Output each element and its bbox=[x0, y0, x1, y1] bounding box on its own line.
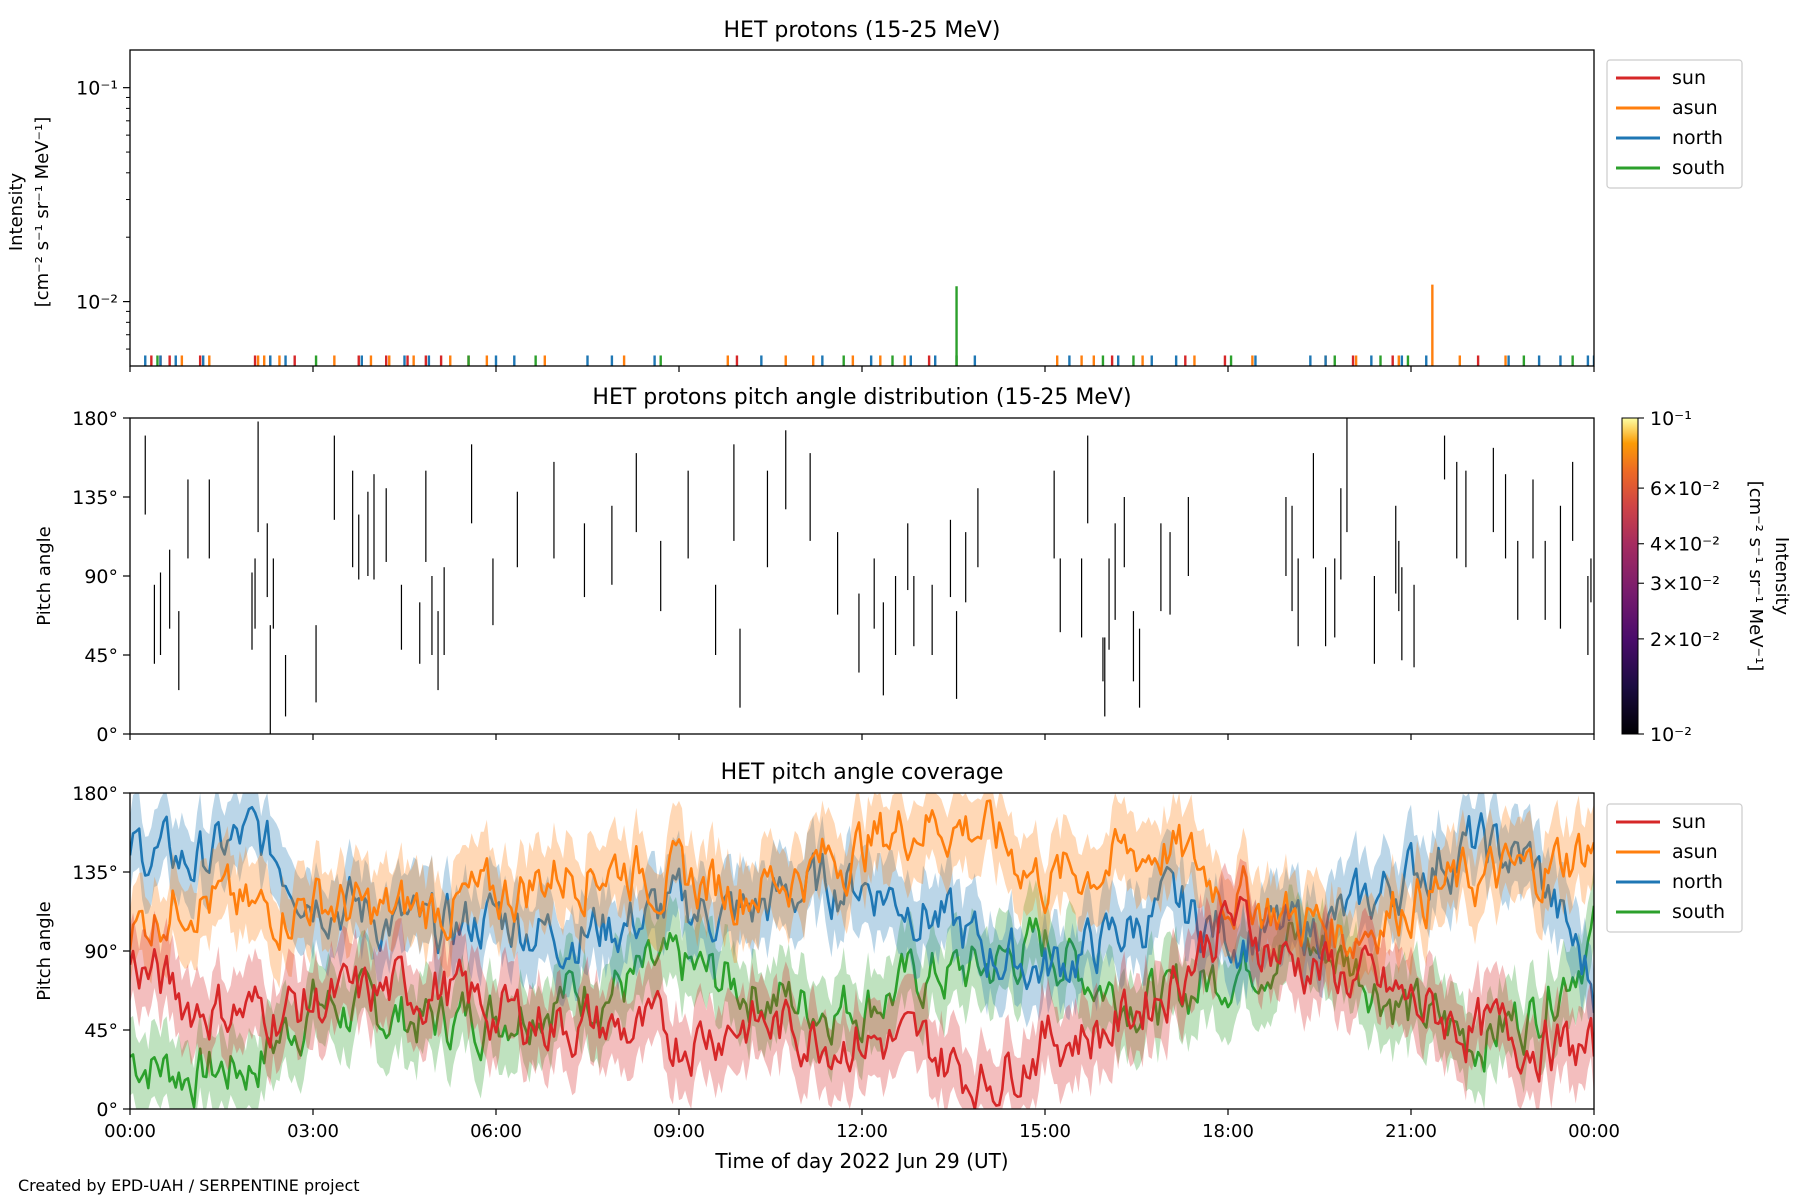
panel-1-ylabel-unit: [cm⁻² s⁻¹ sr⁻¹ MeV⁻¹] bbox=[32, 117, 53, 308]
panel-1-x-axis bbox=[129, 366, 1595, 372]
panel-3-plot-area bbox=[130, 793, 1594, 1109]
panel-2-ylabel: Pitch angle bbox=[34, 526, 55, 625]
x-tick-label: 09:00 bbox=[653, 1121, 705, 1142]
panel-3-y-axis: 0° 45° 90° 135° 180° bbox=[72, 783, 130, 1121]
coverage-band-sun bbox=[130, 858, 1594, 1109]
x-tick-label: 15:00 bbox=[1019, 1121, 1071, 1142]
legend-3-north: north bbox=[1672, 871, 1723, 893]
x-tick-label: 21:00 bbox=[1385, 1121, 1437, 1142]
panel-3-x-axis: 00:00 03:00 06:00 09:00 12:00 15:00 18:00 21:00… bbox=[104, 1109, 1620, 1142]
y-tick-label: 45° bbox=[84, 1020, 118, 1042]
legend-1-north: north bbox=[1672, 127, 1723, 149]
panel-1-plot-area bbox=[144, 284, 1594, 366]
y-tick-label: 0° bbox=[96, 1099, 118, 1121]
y-tick-label: 135° bbox=[72, 487, 118, 509]
y-tick-label: 10⁻² bbox=[76, 292, 118, 314]
legend-3-south: south bbox=[1672, 901, 1725, 923]
colorbar-tick-label: 10⁻² bbox=[1650, 724, 1692, 746]
panel-1-ylabel: Intensity bbox=[6, 172, 27, 251]
panel-3-legend: sun asun north south bbox=[1606, 803, 1743, 933]
legend-1-asun: asun bbox=[1672, 97, 1718, 119]
coverage-line-north bbox=[130, 805, 1594, 1013]
panel-intensity: HET protons (15-25 MeV) 10⁻¹ 10⁻² Intensi… bbox=[6, 18, 1743, 372]
panel-1-title: HET protons (15-25 MeV) bbox=[724, 18, 1001, 43]
x-tick-label: 00:00 bbox=[1568, 1121, 1620, 1142]
legend-3-asun: asun bbox=[1672, 841, 1718, 863]
colorbar-gradient bbox=[1621, 417, 1639, 735]
colorbar-ticks: 10⁻¹ 6×10⁻² 4×10⁻² 3×10⁻² 2×10⁻² 10⁻² bbox=[1638, 408, 1720, 746]
panel-pitch-angle-coverage: HET pitch angle coverage 0° 45° 90° 135° 180… bbox=[34, 760, 1743, 1173]
colorbar-unit: [cm⁻² s⁻¹ sr⁻¹ MeV⁻¹] bbox=[1745, 481, 1766, 672]
y-tick-label: 0° bbox=[96, 724, 118, 746]
legend-1-south: south bbox=[1672, 157, 1725, 179]
legend-3-sun: sun bbox=[1672, 811, 1706, 833]
x-tick-label: 12:00 bbox=[836, 1121, 888, 1142]
coverage-band-north bbox=[130, 793, 1594, 1052]
x-tick-label: 06:00 bbox=[470, 1121, 522, 1142]
y-tick-label: 180° bbox=[72, 408, 118, 430]
panel-1-frame bbox=[129, 49, 1595, 367]
colorbar-tick-label: 3×10⁻² bbox=[1650, 573, 1720, 595]
coverage-band-asun bbox=[130, 793, 1594, 997]
y-tick-label: 90° bbox=[84, 566, 118, 588]
y-tick-label: 135° bbox=[72, 862, 118, 884]
colorbar-tick-label: 10⁻¹ bbox=[1650, 408, 1692, 430]
x-tick-label: 18:00 bbox=[1202, 1121, 1254, 1142]
panel-2-x-axis bbox=[129, 734, 1595, 740]
x-tick-label: 03:00 bbox=[287, 1121, 339, 1142]
y-tick-label: 180° bbox=[72, 783, 118, 805]
panel-pitch-angle-distribution: HET protons pitch angle distribution (15… bbox=[34, 385, 1792, 746]
colorbar-tick-label: 2×10⁻² bbox=[1650, 629, 1720, 651]
x-axis-label: Time of day 2022 Jun 29 (UT) bbox=[714, 1149, 1008, 1173]
panel-3-ylabel: Pitch angle bbox=[34, 901, 55, 1000]
y-tick-label: 90° bbox=[84, 941, 118, 963]
panel-2-plot-area bbox=[144, 418, 1592, 734]
colorbar: 10⁻¹ 6×10⁻² 4×10⁻² 3×10⁻² 2×10⁻² 10⁻² Intensi… bbox=[1621, 408, 1792, 746]
y-tick-label: 45° bbox=[84, 645, 118, 667]
coverage-band-south bbox=[130, 867, 1594, 1109]
panel-1-legend: sun asun north south bbox=[1606, 59, 1743, 189]
panel-2-y-axis: 0° 45° 90° 135° 180° bbox=[72, 408, 130, 746]
panel-2-title: HET protons pitch angle distribution (15… bbox=[592, 385, 1131, 410]
colorbar-tick-label: 4×10⁻² bbox=[1650, 534, 1720, 556]
panel-1-y-axis: 10⁻¹ 10⁻² bbox=[76, 78, 130, 350]
colorbar-tick-label: 6×10⁻² bbox=[1650, 478, 1720, 500]
coverage-line-asun bbox=[130, 799, 1594, 960]
colorbar-label: Intensity bbox=[1771, 537, 1792, 616]
footer-credit: Created by EPD-UAH / SERPENTINE project bbox=[18, 1176, 360, 1195]
coverage-line-sun bbox=[130, 895, 1594, 1109]
x-tick-label: 00:00 bbox=[104, 1121, 156, 1142]
legend-1-sun: sun bbox=[1672, 67, 1706, 89]
y-tick-label: 10⁻¹ bbox=[76, 78, 118, 100]
panel-3-title: HET pitch angle coverage bbox=[721, 760, 1004, 785]
